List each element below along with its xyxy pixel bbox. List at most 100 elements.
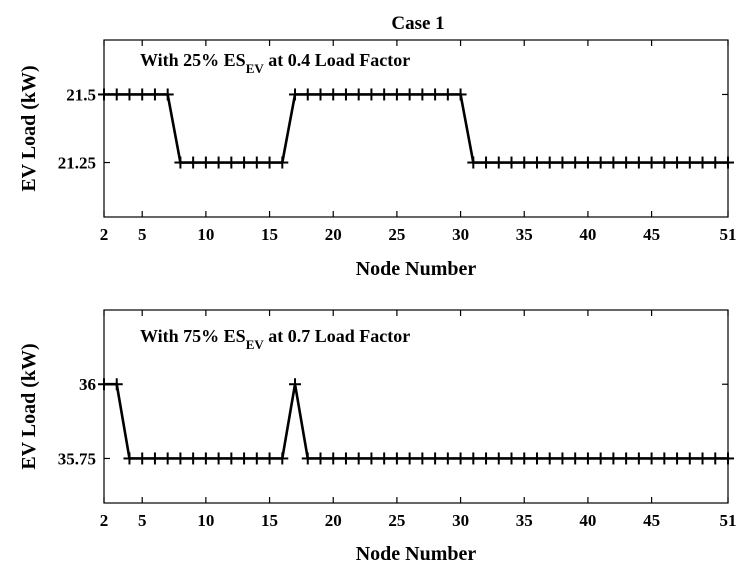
data-point bbox=[174, 156, 187, 169]
axes-box bbox=[103, 309, 729, 504]
x-tick-label: 15 bbox=[261, 225, 278, 244]
data-point bbox=[148, 88, 161, 101]
data-point bbox=[212, 156, 225, 169]
data-point bbox=[671, 156, 684, 169]
data-point bbox=[632, 156, 645, 169]
data-point bbox=[518, 452, 531, 465]
data-point bbox=[530, 452, 543, 465]
data-point bbox=[390, 452, 403, 465]
data-point bbox=[136, 452, 149, 465]
data-point bbox=[238, 452, 251, 465]
y-tick-label: 21.25 bbox=[58, 154, 96, 173]
data-point bbox=[645, 452, 658, 465]
data-point bbox=[722, 156, 734, 169]
data-point bbox=[314, 88, 327, 101]
data-point bbox=[250, 452, 263, 465]
data-point bbox=[441, 452, 454, 465]
x-tick-label: 20 bbox=[325, 511, 342, 530]
data-point bbox=[352, 88, 365, 101]
data-point bbox=[467, 156, 480, 169]
data-point bbox=[390, 88, 403, 101]
data-point bbox=[556, 156, 569, 169]
data-point bbox=[518, 156, 531, 169]
x-tick-label: 30 bbox=[452, 511, 469, 530]
data-point bbox=[454, 88, 467, 101]
x-tick-label: 25 bbox=[388, 225, 405, 244]
data-point bbox=[658, 156, 671, 169]
data-point bbox=[365, 452, 378, 465]
data-point bbox=[594, 452, 607, 465]
data-point bbox=[225, 156, 238, 169]
data-point bbox=[276, 452, 289, 465]
data-point bbox=[339, 452, 352, 465]
data-point bbox=[607, 452, 620, 465]
data-point bbox=[709, 452, 722, 465]
data-point bbox=[594, 156, 607, 169]
data-point bbox=[543, 452, 556, 465]
data-point bbox=[403, 88, 416, 101]
data-point bbox=[556, 452, 569, 465]
data-point bbox=[454, 452, 467, 465]
x-tick-label: 35 bbox=[516, 511, 533, 530]
data-point bbox=[429, 88, 442, 101]
x-tick-label: 5 bbox=[138, 225, 147, 244]
data-point bbox=[492, 156, 505, 169]
y-tick-label: 36 bbox=[79, 375, 96, 394]
x-tick-label: 51 bbox=[720, 225, 737, 244]
data-point bbox=[416, 88, 429, 101]
x-tick-label: 35 bbox=[516, 225, 533, 244]
x-axis-label: Node Number bbox=[356, 543, 477, 565]
x-tick-label: 45 bbox=[643, 511, 660, 530]
data-point bbox=[543, 156, 556, 169]
data-point bbox=[696, 156, 709, 169]
data-point bbox=[187, 156, 200, 169]
data-point bbox=[492, 452, 505, 465]
data-point bbox=[530, 156, 543, 169]
data-point bbox=[123, 452, 136, 465]
series-line bbox=[104, 93, 728, 164]
axes-box bbox=[103, 39, 729, 218]
data-point bbox=[620, 156, 633, 169]
data-point bbox=[110, 88, 123, 101]
data-point bbox=[110, 378, 123, 391]
y-axis-label: EV Load (kW) bbox=[18, 343, 40, 469]
data-point bbox=[378, 88, 391, 101]
data-point bbox=[441, 88, 454, 101]
x-tick-label: 40 bbox=[579, 225, 596, 244]
data-point bbox=[174, 452, 187, 465]
x-tick-label: 5 bbox=[138, 511, 147, 530]
data-point bbox=[607, 156, 620, 169]
data-point bbox=[301, 88, 314, 101]
data-point bbox=[98, 88, 110, 101]
data-point bbox=[238, 156, 251, 169]
data-point bbox=[480, 156, 493, 169]
data-point bbox=[123, 88, 136, 101]
data-point bbox=[480, 452, 493, 465]
data-point bbox=[658, 452, 671, 465]
annotation-text: With 25% ESEV at 0.4 Load Factor bbox=[140, 50, 410, 76]
data-point bbox=[683, 452, 696, 465]
data-point bbox=[467, 452, 480, 465]
data-point bbox=[429, 452, 442, 465]
y-tick-label: 21.5 bbox=[66, 85, 96, 104]
data-point bbox=[301, 452, 314, 465]
data-point bbox=[696, 452, 709, 465]
data-point bbox=[581, 156, 594, 169]
x-tick-label: 2 bbox=[100, 511, 109, 530]
data-point bbox=[645, 156, 658, 169]
data-point bbox=[403, 452, 416, 465]
x-tick-label: 2 bbox=[100, 225, 109, 244]
x-tick-label: 15 bbox=[261, 511, 278, 530]
x-tick-label: 20 bbox=[325, 225, 342, 244]
data-point bbox=[161, 88, 174, 101]
y-tick-label: 35.75 bbox=[58, 449, 96, 468]
figure-title: Case 1 bbox=[391, 13, 444, 34]
data-point bbox=[683, 156, 696, 169]
data-point bbox=[225, 452, 238, 465]
data-point bbox=[581, 452, 594, 465]
y-axis-label: EV Load (kW) bbox=[18, 65, 40, 191]
data-point bbox=[250, 156, 263, 169]
data-point bbox=[263, 452, 276, 465]
